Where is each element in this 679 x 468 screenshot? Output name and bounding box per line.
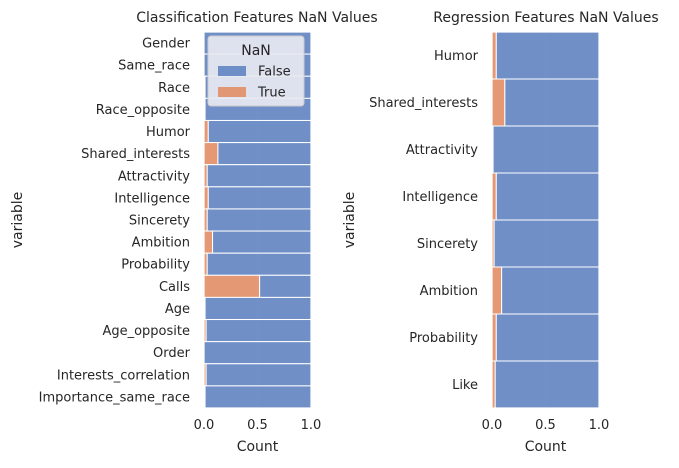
bar-false: [504, 78, 600, 127]
category-label: Ambition: [420, 284, 478, 299]
bar-true: [491, 172, 497, 221]
category-label: Order: [153, 346, 191, 361]
category-label: Age_opposite: [102, 324, 190, 339]
category-label: Probability: [409, 331, 478, 346]
category-label: Age: [165, 302, 190, 317]
category-label: Interests_correlation: [57, 368, 190, 383]
bar-false: [207, 186, 312, 210]
x-tick-label: 1.0: [589, 418, 610, 433]
legend-swatch: [218, 87, 246, 97]
bar-false: [206, 252, 312, 276]
category-label: Like: [452, 378, 478, 393]
category-label: Humor: [146, 125, 191, 140]
category-label: Humor: [434, 49, 479, 64]
bar-true: [491, 78, 506, 127]
x-axis-label: Count: [525, 439, 567, 455]
category-label: Calls: [159, 280, 190, 295]
x-tick-label: 0.0: [482, 418, 503, 433]
category-label: Shared_interests: [369, 96, 478, 111]
x-tick-label: 0.0: [194, 418, 215, 433]
bar-true: [203, 142, 219, 166]
y-axis-label: variable: [10, 192, 26, 248]
x-tick-label: 0.5: [247, 418, 268, 433]
x-tick-label: 0.5: [535, 418, 556, 433]
bar-true: [203, 274, 261, 298]
category-label: Sincerety: [129, 214, 190, 229]
axes-frame: [203, 31, 312, 409]
category-label: Ambition: [132, 236, 190, 251]
category-label: Gender: [142, 37, 191, 52]
y-axis-label: variable: [342, 192, 358, 248]
bar-true: [203, 186, 209, 210]
bar-false: [501, 266, 600, 315]
bar-true: [491, 266, 503, 315]
category-label: Attractivity: [118, 169, 190, 184]
legend-label: False: [258, 65, 291, 80]
bar-false: [205, 363, 312, 387]
bar-false: [493, 219, 600, 268]
category-label: Intelligence: [114, 191, 190, 206]
bar-false: [207, 119, 312, 144]
category-label: Importance_same_race: [39, 390, 190, 405]
axes-frame: [491, 31, 600, 409]
category-label: Race_opposite: [96, 103, 190, 118]
category-label: Attractivity: [406, 143, 478, 158]
bar-false: [217, 142, 312, 166]
bar-true: [491, 31, 497, 80]
bar-false: [205, 319, 312, 343]
bar-false: [494, 360, 600, 409]
bar-false: [495, 172, 600, 221]
legend-title: NaN: [241, 43, 271, 59]
bar-true: [491, 313, 497, 362]
classification-panel: Gender Same_race Race Race_opposite Humor Sha…: [10, 10, 378, 455]
legend-swatch: [218, 66, 246, 76]
chart-title: Classification Features NaN Values: [136, 10, 377, 26]
bar-false: [492, 125, 600, 174]
bar-false: [495, 313, 600, 362]
category-label: Same_race: [118, 59, 190, 74]
x-tick-label: 1.0: [301, 418, 322, 433]
chart-title: Regression Features NaN Values: [433, 10, 658, 26]
bar-true: [203, 119, 209, 144]
bar-false: [203, 341, 312, 365]
category-label: Shared_interests: [81, 147, 190, 162]
category-label: Sincerety: [417, 237, 478, 252]
bar-false: [206, 208, 312, 232]
bar-false: [206, 164, 312, 188]
bar-false: [212, 230, 312, 254]
bar-false: [204, 296, 312, 321]
x-axis-label: Count: [237, 439, 279, 455]
bar-false: [495, 31, 600, 80]
regression-panel: Humor Shared_interests Attractivity Intelli…: [342, 10, 659, 455]
bar-true: [203, 230, 214, 254]
bar-false: [204, 385, 312, 409]
bar-false: [259, 274, 312, 298]
legend-label: True: [257, 86, 286, 101]
category-label: Probability: [121, 258, 190, 273]
category-label: Race: [158, 81, 190, 96]
category-label: Intelligence: [402, 190, 478, 205]
